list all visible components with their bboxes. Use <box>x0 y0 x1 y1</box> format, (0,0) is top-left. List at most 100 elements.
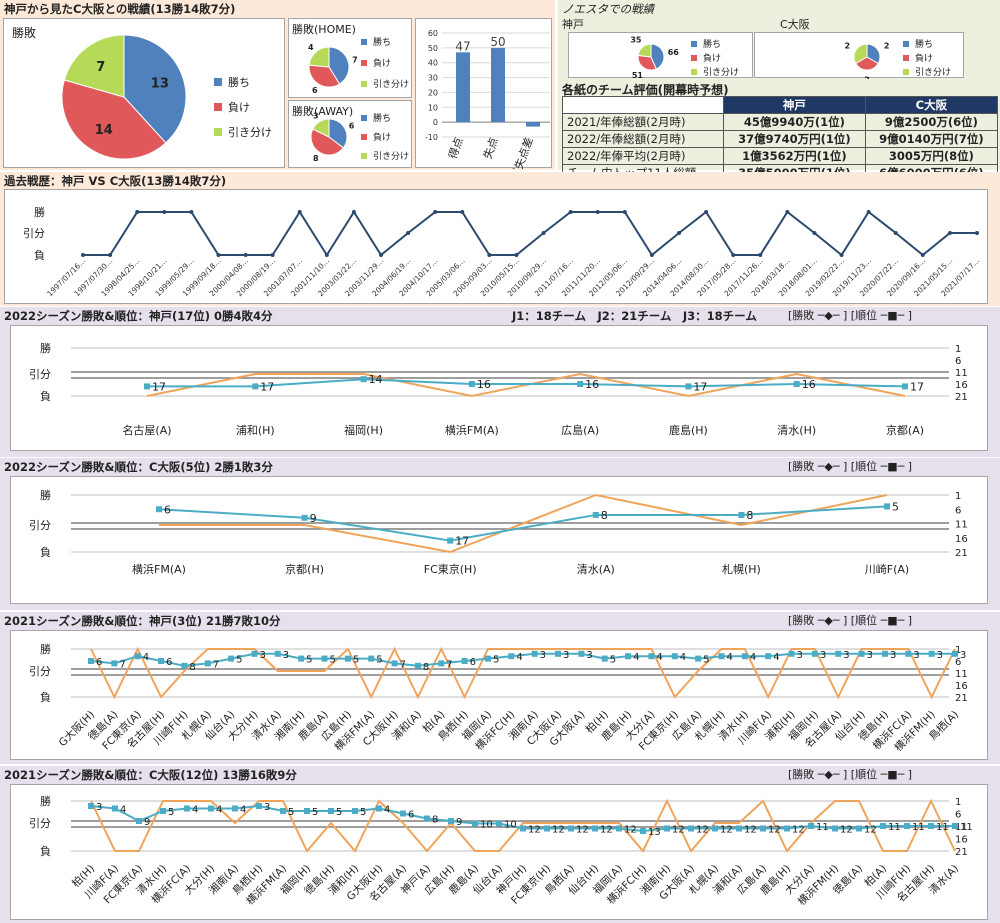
season-rank-label: 16 <box>477 378 491 391</box>
season-rank-label: 12 <box>672 825 685 836</box>
season-y2-tick: 21 <box>955 548 968 559</box>
season-rank-marker <box>952 823 958 829</box>
away-pie-title: 勝敗(AWAY) <box>292 105 354 118</box>
season-rank-label: 7 <box>446 659 452 670</box>
season-rank-label: 5 <box>336 807 342 818</box>
legend-draw: 引き分け <box>214 124 272 140</box>
season-rank-marker <box>788 650 795 657</box>
history-point <box>622 210 627 214</box>
s2021c-box: 勝引分負 1 6 11 16 21 3 4 9 5 4 4 4 3 5 5 5 5 4 6 8 9 10 10 12 12 12 12… <box>10 784 988 920</box>
season-y2-tick: 6 <box>955 657 961 668</box>
season-rank-marker <box>648 653 655 660</box>
pie-slice <box>328 118 348 149</box>
s2022k-title: 2022シーズン勝敗&順位：神戸(17位) 0勝4敗4分 <box>4 309 273 323</box>
season-rank-label: 3 <box>913 650 919 661</box>
season-rank-marker <box>328 808 334 814</box>
bar-tick-label: 0 <box>433 118 438 127</box>
season-rank-label: 4 <box>516 652 522 663</box>
season-rank-marker <box>360 376 367 383</box>
bar-tick-label: 20 <box>428 88 438 97</box>
season-rank-label: 12 <box>864 825 877 836</box>
season-y2-tick: 6 <box>955 356 961 367</box>
season-rank-marker <box>928 823 934 829</box>
season-y-label: 負 <box>40 390 51 403</box>
season-rank-marker <box>472 820 478 827</box>
home-pie-title: 勝敗(HOME) <box>292 23 356 36</box>
history-point <box>568 210 573 214</box>
season-rank-marker <box>592 825 598 832</box>
history-point <box>595 210 600 214</box>
season-x-label: 広島(A) <box>561 423 599 437</box>
season-rank-marker <box>368 655 375 662</box>
season-rank-label: 6 <box>470 657 476 668</box>
history-point <box>487 253 492 257</box>
s2022c-box: 勝引分負 1 6 11 16 21 6 9 17 8 8 5 横浜FM(A) 京都(H) FC東京(H) 清水… <box>10 476 988 604</box>
noesta-kobe-legend: 勝ち 負け 引き分け <box>691 37 739 78</box>
away-pie-legend: 勝ち 負け 引き分け <box>361 111 409 162</box>
season-rank-label: 4 <box>773 652 779 663</box>
season-rank-marker <box>438 660 445 667</box>
bar-mark <box>491 47 505 123</box>
season-rank-marker <box>181 662 188 669</box>
history-series-line <box>83 210 977 257</box>
season-rank-label: 12 <box>600 825 613 836</box>
pie-value-label: 7 <box>352 55 358 64</box>
noesta-cosaka-pie: 2 2 2 <box>845 41 890 79</box>
season-rank-label: 4 <box>240 805 246 816</box>
season-rank-marker <box>344 655 351 662</box>
season-y-label: 引分 <box>29 367 51 381</box>
season-rank-label: 3 <box>797 650 803 661</box>
pie-slice <box>308 64 341 88</box>
season-y-label: 負 <box>40 691 51 704</box>
season-rank-label: 5 <box>168 807 174 818</box>
season-rank-label: 12 <box>768 825 781 836</box>
pie-value-label: 6 <box>349 122 355 131</box>
season-x-label: 鹿島(H) <box>669 423 708 437</box>
history-point <box>379 253 383 257</box>
season-rank-marker <box>858 650 865 657</box>
history-point <box>514 253 519 257</box>
history-point <box>81 253 85 257</box>
season-y2-tick: 1 <box>955 797 961 808</box>
season-y2-tick: 6 <box>955 810 961 821</box>
season-rank-marker <box>811 650 818 657</box>
season-rank-marker <box>520 825 526 832</box>
season-rank-marker <box>88 803 94 809</box>
season-rank-marker <box>664 825 670 832</box>
s2021c-title: 2021シーズン勝敗&順位：C大阪(12位) 13勝16敗9分 <box>4 768 297 782</box>
season-rank-marker <box>793 381 800 387</box>
history-point <box>541 231 546 235</box>
season-rank-label: 3 <box>264 802 270 813</box>
season-rank-label: 4 <box>216 805 222 816</box>
s2021k-legend: [勝敗 ─◆─ ] [順位 ─■─ ] <box>788 614 912 627</box>
season-y2-tick: 16 <box>955 534 968 545</box>
season-rank-label: 4 <box>656 652 662 663</box>
season-y-label: 勝 <box>40 642 51 656</box>
season-rank-label: 6 <box>96 657 102 668</box>
home-pie-legend: 勝ち 負け 引き分け <box>361 35 409 90</box>
season-rank-marker <box>555 650 562 657</box>
season-rank-marker <box>136 818 142 824</box>
season-rank-marker <box>592 511 599 518</box>
season-rank-label: 5 <box>306 655 312 666</box>
season-rank-label: 3 <box>937 650 943 661</box>
season-x-label: 札幌(H) <box>722 562 761 576</box>
season-rank-label: 16 <box>802 378 816 391</box>
history-point <box>216 253 221 257</box>
season-rank-marker <box>448 818 454 824</box>
history-point <box>812 231 817 235</box>
season-y-label: 勝 <box>40 488 51 502</box>
season-rank-marker <box>531 650 538 657</box>
pie-value-label: 4 <box>308 43 314 52</box>
season-rank-label: 5 <box>703 655 709 666</box>
season-rank-marker <box>928 650 935 657</box>
season-rank-label: 5 <box>312 807 318 818</box>
season-rank-marker <box>232 805 238 812</box>
season-y2-tick: 1 <box>955 344 961 355</box>
season-rank-marker <box>784 825 790 832</box>
season-rank-marker <box>640 828 646 834</box>
history-svg: 勝引分負1997/07/16…1997/07/30…1998/04/25…199… <box>23 205 981 298</box>
